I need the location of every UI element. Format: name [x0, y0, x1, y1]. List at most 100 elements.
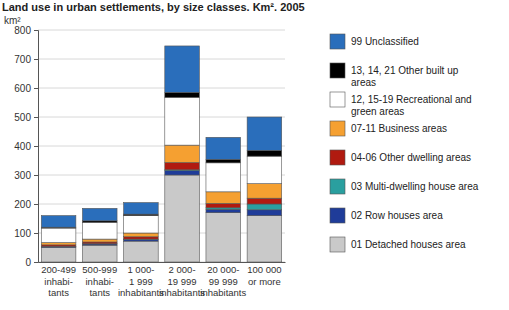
- text-line: inhabitants: [118, 287, 164, 298]
- bar-segment: [41, 243, 76, 245]
- text-line: inhabi-: [85, 276, 114, 287]
- legend-item: 02 Row houses area: [330, 208, 443, 223]
- bar-segment: [165, 92, 200, 97]
- series: [41, 171, 281, 248]
- bar-segment: [247, 216, 282, 262]
- bar-segment: [206, 192, 241, 204]
- bar-segment: [247, 210, 282, 216]
- tick-label: 100: [14, 228, 31, 239]
- legend-item: 03 Multi-dwelling house area: [330, 179, 479, 194]
- series: [41, 170, 281, 247]
- series: [41, 46, 281, 227]
- tick-label: 700: [14, 54, 31, 65]
- bar-segment: [165, 145, 200, 162]
- tick-mark: [34, 233, 38, 234]
- tick: 500-999inhabi-tants: [82, 262, 117, 298]
- tick: 800: [14, 25, 38, 36]
- tick-label: 200: [14, 199, 31, 210]
- bar-segment: [206, 163, 241, 192]
- tick-mark: [34, 117, 38, 118]
- text-line: 99 Unclassified: [351, 36, 419, 47]
- series: [41, 163, 281, 247]
- tick-label: 600: [14, 83, 31, 94]
- text-line: 12, 15-19 Recreational and: [351, 94, 472, 105]
- bar-segment: [124, 233, 159, 237]
- tick-label: 300: [14, 170, 31, 181]
- tick-mark: [34, 30, 38, 31]
- grid-line: [38, 59, 285, 60]
- legend-swatch: [330, 237, 345, 252]
- text-line: inhabi-: [44, 276, 73, 287]
- y-axis: 0 100 200 300 400 500 600 700 800: [14, 25, 38, 268]
- legend-swatch: [330, 121, 345, 136]
- tick: 200-499inhabi-tants: [41, 262, 76, 298]
- bar-segment: [41, 228, 76, 243]
- bar-segment: [124, 203, 159, 215]
- bar-segment: [82, 239, 117, 242]
- tick: 1 000-1 999inhabitants: [118, 262, 164, 298]
- tick-mark: [34, 262, 38, 263]
- text-line: or more: [248, 276, 281, 287]
- title: Land use in urban settlements, by size c…: [2, 1, 305, 13]
- text-line: 19 999: [168, 276, 197, 287]
- text-line: 03 Multi-dwelling house area: [351, 181, 479, 192]
- tick: 0: [25, 257, 38, 268]
- axis-line: [39, 262, 286, 263]
- text-line: areas: [351, 77, 376, 88]
- chart: Land use in urban settlements, by size c…: [0, 0, 509, 310]
- x-axis: 200-499inhabi-tants500-999inhabi-tants1 …: [39, 262, 286, 298]
- series: [41, 175, 281, 262]
- bar-segment: [165, 171, 200, 175]
- bar-segment: [206, 213, 241, 262]
- bar-segment: [165, 97, 200, 145]
- legend-item: 04-06 Other dwelling areas: [330, 150, 471, 165]
- legend-swatch: [330, 34, 345, 49]
- text-line: 100 000: [247, 264, 281, 275]
- tick-mark: [34, 204, 38, 205]
- legend-item: 99 Unclassified: [330, 34, 419, 49]
- legend-item: 12, 15-19 Recreational andgreen areas: [330, 92, 472, 117]
- bar-segment: [82, 245, 117, 262]
- legend-label: 03 Multi-dwelling house area: [351, 181, 479, 192]
- legend-label: 01 Detached houses area: [351, 239, 466, 250]
- bar-segment: [82, 244, 117, 245]
- bar-segment: [247, 184, 282, 199]
- series: [41, 97, 281, 242]
- series: [41, 92, 281, 228]
- legend-swatch: [330, 150, 345, 165]
- text-line: 1 000-: [127, 264, 154, 275]
- tick: 500: [14, 112, 38, 123]
- legend-swatch: [330, 208, 345, 223]
- bar-segment: [206, 203, 241, 207]
- bar-segment: [206, 209, 241, 212]
- bar-segment: [247, 156, 282, 184]
- legend-label: 99 Unclassified: [351, 36, 419, 47]
- legend-swatch: [330, 63, 345, 78]
- text-line: 500-999: [82, 264, 117, 275]
- tick-mark: [34, 59, 38, 60]
- tick-label: 800: [14, 25, 31, 36]
- text-line: 02 Row houses area: [351, 210, 443, 221]
- tick-label: 400: [14, 141, 31, 152]
- bar-segment: [41, 248, 76, 263]
- tick-label: 1 000-1 999inhabitants: [118, 264, 164, 298]
- legend-swatch: [330, 92, 345, 107]
- grid-line: [38, 30, 285, 31]
- legend-label: 07-11 Business areas: [351, 123, 447, 134]
- tick-mark: [34, 175, 38, 176]
- bar-segment: [124, 237, 159, 239]
- legend-item: 01 Detached houses area: [330, 237, 466, 252]
- tick: 2 000-19 999inhabitants: [159, 262, 205, 298]
- tick-label: 200-499inhabi-tants: [41, 264, 76, 298]
- tick: 400: [14, 141, 38, 152]
- bar-segment: [247, 150, 282, 156]
- bar-segment: [165, 175, 200, 262]
- bar-segment: [165, 163, 200, 170]
- tick-label: 500-999inhabi-tants: [82, 264, 117, 298]
- tick-label: 20 000-99 999inhabitants: [200, 264, 246, 298]
- tick-label: 100 000or more: [247, 264, 281, 287]
- tick-mark: [34, 88, 38, 89]
- series: [41, 145, 281, 245]
- legend: 99 Unclassified 13, 14, 21 Other built up…: [330, 34, 479, 252]
- text-line: 13, 14, 21 Other built up: [351, 65, 459, 76]
